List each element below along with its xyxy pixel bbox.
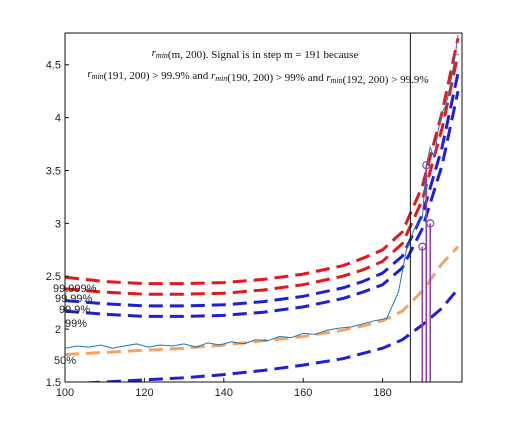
axes — [64, 32, 463, 383]
y-tick-label-5: 4 — [55, 113, 61, 125]
threshold-label-0: 99.999% — [53, 283, 97, 295]
x-tick-label-3: 160 — [294, 387, 312, 399]
threshold-label-2: 99.9% — [59, 304, 90, 316]
threshold-curve-0 — [65, 37, 460, 286]
plot-frame — [64, 32, 463, 383]
y-tick-label-6: 4.5 — [46, 60, 61, 72]
threshold-label-4: 50% — [54, 355, 76, 367]
threshold-label-3: 99% — [65, 318, 87, 330]
y-tick-label-0: 1.5 — [46, 377, 61, 389]
x-tick-label-1: 120 — [135, 387, 153, 399]
threshold-labels: 99.999%99.99%99.9% 99% 50% — [53, 283, 97, 367]
tick-labels: 100 120 140 160 180 1.5 2 2.5 3 3.5 4 4.5 — [46, 60, 392, 399]
y-tick-label-4: 3.5 — [46, 165, 61, 177]
threshold-curve-1 — [65, 53, 460, 296]
stem-marker-1 — [422, 161, 431, 170]
threshold-curve-3 — [65, 90, 460, 318]
x-tick-label-2: 140 — [215, 387, 233, 399]
x-tick-label-0: 100 — [56, 387, 74, 399]
stem-marker-2 — [426, 219, 435, 228]
stem-markers — [418, 161, 435, 382]
threshold-curves — [65, 37, 460, 382]
signal-line — [65, 35, 459, 349]
annotation-line-2: rmin(191, 200) > 99.9% and rmin(190, 200… — [87, 68, 428, 86]
annotation: rmin(m, 200). Signal is in step m = 191 … — [87, 47, 428, 86]
y-tick-label-2: 2.5 — [46, 271, 61, 283]
threshold-curve-5 — [76, 287, 460, 382]
y-tick-label-1: 2 — [55, 324, 61, 336]
x-tick-label-4: 180 — [373, 387, 391, 399]
signal-series — [65, 35, 459, 349]
y-tick-label-3: 3 — [55, 218, 61, 230]
annotation-line-1: rmin(m, 200). Signal is in step m = 191 … — [152, 47, 359, 61]
threshold-label-1: 99.99% — [55, 293, 93, 305]
threshold-curve-4 — [65, 245, 460, 356]
